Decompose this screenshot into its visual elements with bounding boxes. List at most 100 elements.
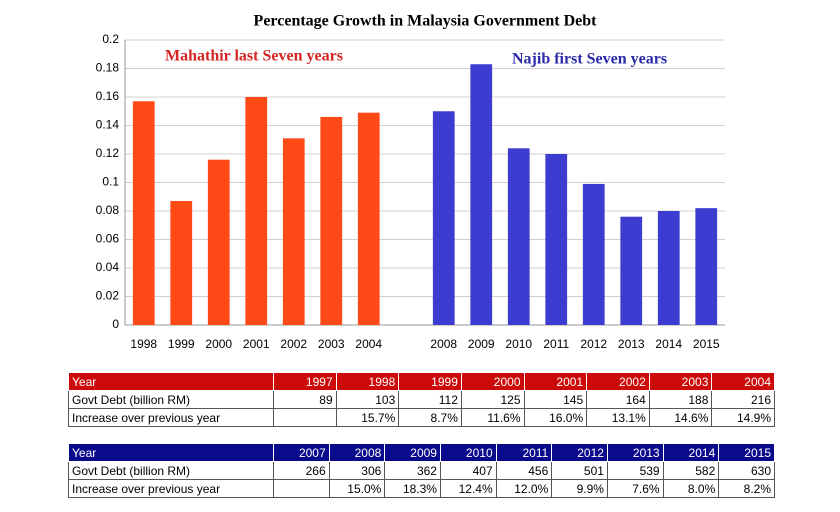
table-cell: 164 — [586, 390, 650, 409]
table-row: Increase over previous year 15.7% 8.7% 11.6… — [68, 408, 775, 427]
y-tick-label: 0.06 — [96, 232, 120, 246]
x-tick-label: 2013 — [618, 337, 645, 351]
x-tick-label: 1998 — [130, 337, 157, 351]
data-table: Year 1997 1998 1999 2000 2001 2002 2003 2004 Govt… — [68, 372, 775, 427]
table-cell: 456 — [495, 461, 553, 480]
x-tick-label: 2012 — [580, 337, 607, 351]
table-cell: 103 — [335, 390, 400, 409]
x-tick-label: 1999 — [168, 337, 195, 351]
y-tick-label: 0.02 — [96, 289, 120, 303]
table-cell: 306 — [328, 461, 386, 480]
bar — [357, 112, 380, 325]
y-tick-label: 0.1 — [102, 175, 119, 189]
table-cell: Increase over previous year — [68, 408, 274, 427]
series-label: Mahathir last Seven years — [165, 48, 343, 65]
y-tick-label: 0.04 — [96, 260, 120, 274]
table-cell — [273, 479, 330, 498]
table-cell: 13.1% — [586, 408, 650, 427]
chart-title: Percentage Growth in Malaysia Government… — [254, 13, 598, 30]
table-cell: Increase over previous year — [68, 479, 274, 498]
table-cell: 2010 — [439, 443, 497, 462]
bar — [320, 116, 343, 325]
table-cell: 501 — [551, 461, 608, 480]
y-tick-label: 0.18 — [96, 61, 120, 75]
table-cell: 89 — [273, 390, 337, 409]
x-tick-label: 2015 — [693, 337, 720, 351]
bar — [245, 97, 268, 325]
x-tick-label: 2002 — [280, 337, 307, 351]
bar — [657, 211, 680, 325]
bar — [282, 138, 305, 325]
y-tick-label: 0.2 — [102, 32, 119, 46]
table-cell: 8.2% — [718, 479, 775, 498]
bar — [545, 154, 568, 325]
table-cell: 2012 — [551, 443, 608, 462]
table-cell: 14.9% — [711, 408, 775, 427]
table-cell: 2008 — [328, 443, 386, 462]
table-cell: 2001 — [523, 372, 588, 391]
series-label: Najib first Seven years — [512, 51, 667, 68]
table-cell: 2007 — [273, 443, 330, 462]
chart: Percentage Growth in Malaysia Government… — [96, 13, 725, 351]
table-cell: 2004 — [711, 372, 775, 391]
table-cell: 12.4% — [439, 479, 497, 498]
table-cell — [273, 408, 337, 427]
table-cell: 14.6% — [648, 408, 713, 427]
table-cell: 630 — [718, 461, 775, 480]
bar — [582, 183, 605, 325]
table-cell: 112 — [398, 390, 462, 409]
table-row: Govt Debt (billion RM) 266 306 362 407 456 501… — [68, 461, 775, 480]
table-cell: 582 — [662, 461, 720, 480]
y-tick-label: 0.08 — [96, 203, 120, 217]
table-cell: 2011 — [495, 443, 553, 462]
table-cell: Year — [68, 443, 274, 462]
table-cell: 16.0% — [523, 408, 588, 427]
bar — [170, 201, 193, 325]
x-tick-label: 2004 — [355, 337, 382, 351]
table-cell: 216 — [711, 390, 775, 409]
table-cell: 8.7% — [398, 408, 462, 427]
table-row: Increase over previous year 15.0% 18.3% 12.… — [68, 479, 775, 498]
y-tick-label: 0 — [112, 317, 119, 331]
table-cell: Govt Debt (billion RM) — [68, 461, 274, 480]
table-cell: 266 — [273, 461, 330, 480]
table-cell: 2003 — [648, 372, 713, 391]
bar — [432, 111, 455, 325]
table-cell: 15.7% — [335, 408, 400, 427]
table-row: Govt Debt (billion RM) 89 103 112 125 145 164 1… — [68, 390, 775, 409]
y-tick-label: 0.16 — [96, 89, 120, 103]
table-cell: 1997 — [273, 372, 337, 391]
x-tick-label: 2014 — [655, 337, 682, 351]
table-cell: 362 — [384, 461, 441, 480]
x-tick-label: 2003 — [318, 337, 345, 351]
table-cell: 539 — [606, 461, 664, 480]
table-cell: 2002 — [586, 372, 650, 391]
bar — [470, 64, 493, 325]
table-cell: 407 — [439, 461, 497, 480]
y-tick-label: 0.12 — [96, 146, 120, 160]
table-cell: 2014 — [662, 443, 720, 462]
table-cell: 145 — [523, 390, 588, 409]
table-cell: 12.0% — [495, 479, 553, 498]
table-cell: 2015 — [718, 443, 775, 462]
y-tick-label: 0.14 — [96, 118, 120, 132]
table-cell: 8.0% — [662, 479, 720, 498]
bar — [620, 216, 643, 325]
table-header: Year 2007 2008 2009 2010 2011 2012 2013 2014 2015 — [68, 443, 775, 462]
table-cell: 11.6% — [460, 408, 525, 427]
table-header: Year 1997 1998 1999 2000 2001 2002 2003 2004 — [68, 372, 775, 391]
bar — [695, 208, 718, 325]
table-cell: 7.6% — [606, 479, 664, 498]
x-tick-label: 2008 — [430, 337, 457, 351]
table-cell: 1999 — [398, 372, 462, 391]
x-tick-label: 2000 — [205, 337, 232, 351]
bar — [207, 159, 230, 325]
table-cell: 1998 — [335, 372, 400, 391]
x-tick-label: 2001 — [243, 337, 270, 351]
bar — [132, 101, 155, 326]
table-cell: 9.9% — [551, 479, 608, 498]
x-tick-label: 2009 — [468, 337, 495, 351]
table-cell: 2013 — [606, 443, 664, 462]
bar — [507, 148, 530, 325]
table-cell: 2009 — [384, 443, 441, 462]
